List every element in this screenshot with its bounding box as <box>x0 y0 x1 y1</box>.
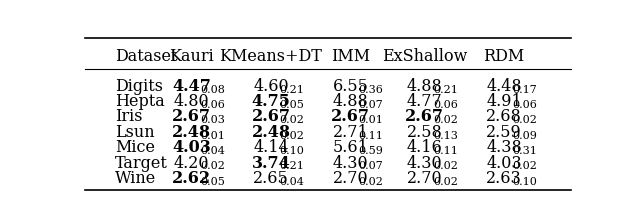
Text: 2.65: 2.65 <box>253 170 289 187</box>
Text: 0.01: 0.01 <box>358 115 383 125</box>
Text: 0.06: 0.06 <box>512 100 537 110</box>
Text: 0.07: 0.07 <box>358 161 383 171</box>
Text: 0.02: 0.02 <box>433 161 458 171</box>
Text: 0.21: 0.21 <box>279 161 304 171</box>
Text: 0.02: 0.02 <box>512 161 537 171</box>
Text: 0.01: 0.01 <box>200 131 225 141</box>
Text: 2.71: 2.71 <box>332 124 368 141</box>
Text: 5.61: 5.61 <box>332 139 368 156</box>
Text: 0.02: 0.02 <box>433 177 458 187</box>
Text: 0.02: 0.02 <box>279 115 304 125</box>
Text: 0.04: 0.04 <box>279 177 304 187</box>
Text: Digits: Digits <box>115 78 163 95</box>
Text: 4.47: 4.47 <box>172 78 211 95</box>
Text: 0.05: 0.05 <box>279 100 304 110</box>
Text: 4.77: 4.77 <box>407 93 443 110</box>
Text: 0.07: 0.07 <box>358 100 383 110</box>
Text: 4.14: 4.14 <box>253 139 289 156</box>
Text: 0.36: 0.36 <box>358 85 383 95</box>
Text: 4.38: 4.38 <box>486 139 522 156</box>
Text: 0.02: 0.02 <box>279 131 304 141</box>
Text: Lsun: Lsun <box>115 124 154 141</box>
Text: 2.62: 2.62 <box>172 170 211 187</box>
Text: RDM: RDM <box>483 48 525 65</box>
Text: 0.13: 0.13 <box>433 131 458 141</box>
Text: 0.17: 0.17 <box>512 85 537 95</box>
Text: 2.58: 2.58 <box>407 124 443 141</box>
Text: Target: Target <box>115 155 168 172</box>
Text: 0.08: 0.08 <box>200 85 225 95</box>
Text: 4.91: 4.91 <box>486 93 522 110</box>
Text: 6.55: 6.55 <box>332 78 368 95</box>
Text: Iris: Iris <box>115 108 142 125</box>
Text: IMM: IMM <box>331 48 370 65</box>
Text: 0.02: 0.02 <box>512 115 537 125</box>
Text: 3.74: 3.74 <box>252 155 291 172</box>
Text: 0.11: 0.11 <box>433 146 458 156</box>
Text: 4.03: 4.03 <box>172 139 211 156</box>
Text: 0.02: 0.02 <box>200 161 225 171</box>
Text: 4.88: 4.88 <box>332 93 368 110</box>
Text: 2.67: 2.67 <box>405 108 444 125</box>
Text: 4.48: 4.48 <box>486 78 522 95</box>
Text: 0.21: 0.21 <box>279 85 304 95</box>
Text: 4.88: 4.88 <box>407 78 443 95</box>
Text: Hepta: Hepta <box>115 93 164 110</box>
Text: 4.75: 4.75 <box>252 93 291 110</box>
Text: 0.09: 0.09 <box>512 131 537 141</box>
Text: Kauri: Kauri <box>169 48 214 65</box>
Text: 4.30: 4.30 <box>407 155 442 172</box>
Text: 0.21: 0.21 <box>433 85 458 95</box>
Text: 2.70: 2.70 <box>407 170 442 187</box>
Text: 0.03: 0.03 <box>200 115 225 125</box>
Text: ExShallow: ExShallow <box>382 48 467 65</box>
Text: 4.80: 4.80 <box>174 93 209 110</box>
Text: 0.02: 0.02 <box>433 115 458 125</box>
Text: KMeans+DT: KMeans+DT <box>220 48 323 65</box>
Text: Dataset: Dataset <box>115 48 177 65</box>
Text: 2.68: 2.68 <box>486 108 522 125</box>
Text: 4.60: 4.60 <box>253 78 289 95</box>
Text: Wine: Wine <box>115 170 156 187</box>
Text: 0.31: 0.31 <box>512 146 537 156</box>
Text: 4.30: 4.30 <box>333 155 368 172</box>
Text: 2.67: 2.67 <box>172 108 211 125</box>
Text: 2.63: 2.63 <box>486 170 522 187</box>
Text: 0.05: 0.05 <box>200 177 225 187</box>
Text: 0.06: 0.06 <box>200 100 225 110</box>
Text: 2.59: 2.59 <box>486 124 522 141</box>
Text: 0.02: 0.02 <box>358 177 383 187</box>
Text: 0.10: 0.10 <box>279 146 304 156</box>
Text: 2.67: 2.67 <box>331 108 370 125</box>
Text: Mice: Mice <box>115 139 155 156</box>
Text: 4.03: 4.03 <box>486 155 522 172</box>
Text: 0.04: 0.04 <box>200 146 225 156</box>
Text: 4.20: 4.20 <box>174 155 209 172</box>
Text: 0.11: 0.11 <box>358 131 383 141</box>
Text: 0.06: 0.06 <box>433 100 458 110</box>
Text: 4.16: 4.16 <box>407 139 443 156</box>
Text: 0.59: 0.59 <box>358 146 383 156</box>
Text: 2.48: 2.48 <box>172 124 211 141</box>
Text: 0.10: 0.10 <box>512 177 537 187</box>
Text: 2.48: 2.48 <box>252 124 291 141</box>
Text: 2.67: 2.67 <box>252 108 291 125</box>
Text: 2.70: 2.70 <box>333 170 368 187</box>
